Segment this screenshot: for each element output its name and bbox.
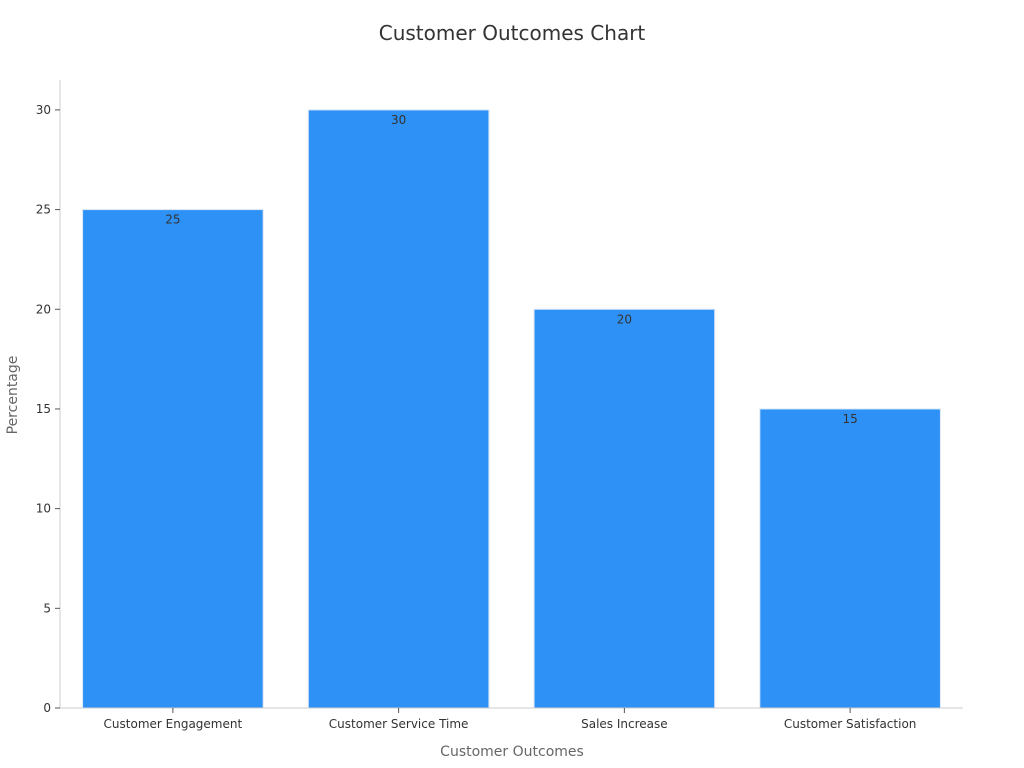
x-tick-label: Customer Service Time (329, 717, 469, 731)
x-tick-label: Customer Satisfaction (784, 717, 917, 731)
x-tick-label: Customer Engagement (104, 717, 243, 731)
bar (759, 408, 941, 709)
data-label: 25 (165, 213, 180, 227)
y-axis-label: Percentage (5, 356, 21, 435)
y-tick-label: 10 (36, 502, 51, 516)
y-tick-label: 30 (36, 103, 51, 117)
y-tick-label: 0 (43, 701, 51, 715)
bar (533, 308, 716, 709)
x-axis: Customer Engagement Customer Service Time… (60, 707, 963, 731)
x-tick-label: Sales Increase (581, 717, 668, 731)
bars-group: 25 30 20 15 (82, 109, 941, 709)
y-tick-label: 20 (36, 302, 51, 316)
data-label: 20 (617, 312, 632, 326)
bar (307, 109, 490, 709)
data-label: 30 (391, 113, 406, 127)
y-axis: 0 5 10 15 20 25 30 (36, 80, 61, 715)
y-tick-label: 15 (36, 402, 51, 416)
y-tick-label: 25 (36, 203, 51, 217)
chart-title: Customer Outcomes Chart (379, 21, 646, 45)
data-label: 15 (842, 412, 857, 426)
bar (82, 209, 264, 709)
x-axis-label: Customer Outcomes (440, 744, 584, 760)
y-tick-label: 5 (43, 601, 51, 615)
